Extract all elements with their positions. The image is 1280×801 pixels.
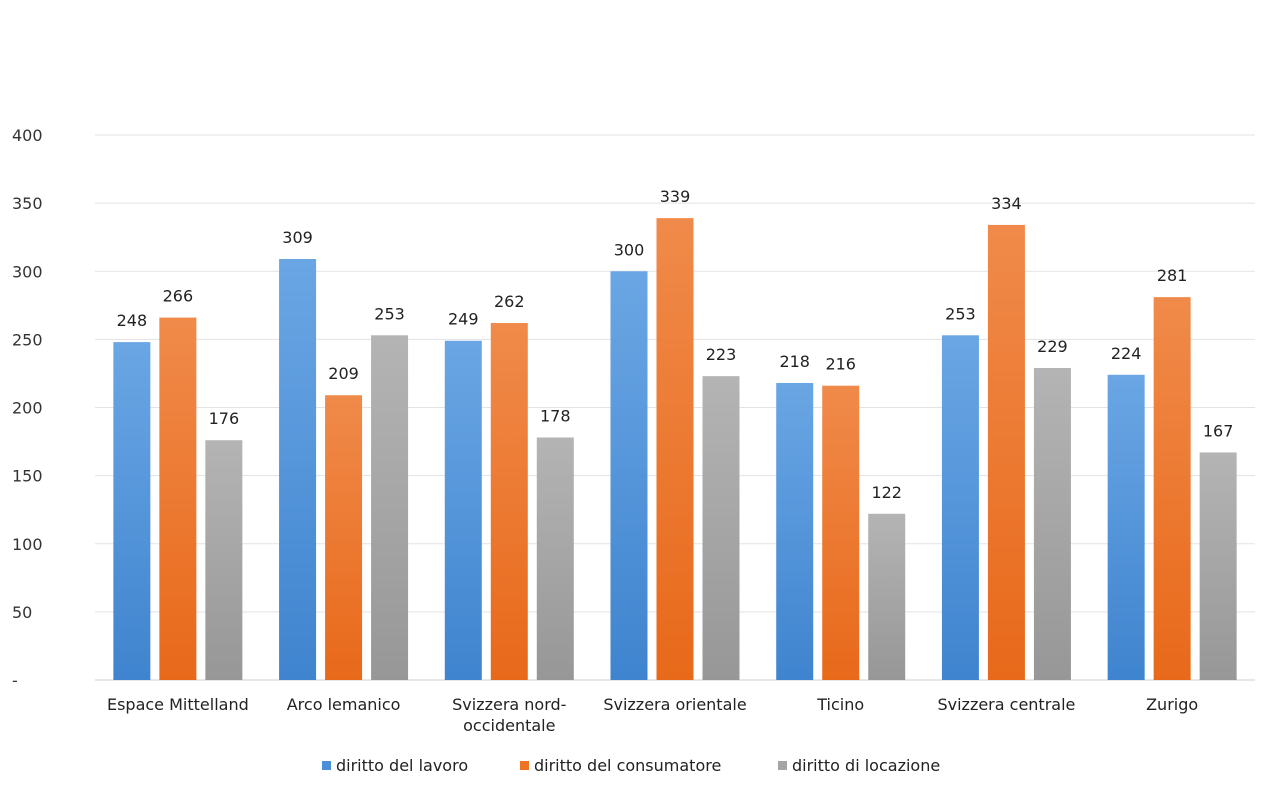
x-tick-label: Zurigo	[1146, 695, 1198, 714]
x-tick-label: Espace Mittelland	[107, 695, 249, 714]
bar	[1199, 452, 1237, 680]
x-tick-label: occidentale	[463, 716, 555, 735]
bar	[325, 395, 363, 680]
data-label: 248	[117, 311, 148, 330]
y-tick-label: 200	[12, 399, 43, 418]
bar	[702, 376, 740, 680]
bar	[113, 342, 151, 680]
y-tick-label: 50	[12, 603, 32, 622]
data-label: 178	[540, 406, 571, 425]
bar	[371, 335, 409, 680]
data-label: 334	[991, 194, 1022, 213]
x-tick-label: Svizzera orientale	[603, 695, 746, 714]
y-tick-label: 350	[12, 194, 43, 213]
data-label: 281	[1157, 266, 1188, 285]
y-tick-label: -	[12, 671, 18, 690]
y-axis: - 50 100 150 200 250 300 350 400	[12, 126, 43, 690]
data-labels: 248 266 176 309 209 253 249 262 178 300 339 223 218 2…	[117, 187, 1234, 502]
bar	[987, 224, 1025, 681]
data-label: 229	[1037, 337, 1068, 356]
bar	[279, 258, 317, 680]
bar	[490, 323, 528, 680]
legend-swatch	[322, 761, 331, 770]
data-label: 176	[209, 409, 240, 428]
data-label: 262	[494, 292, 525, 311]
legend-swatch	[778, 761, 787, 770]
legend-label: diritto del consumatore	[534, 756, 721, 775]
y-tick-label: 100	[12, 535, 43, 554]
bar	[868, 513, 906, 680]
legend: diritto del lavoro diritto del consumator…	[322, 756, 940, 775]
bar	[205, 440, 243, 680]
data-label: 223	[706, 345, 737, 364]
bar	[159, 317, 197, 680]
bar	[656, 218, 694, 681]
data-label: 339	[660, 187, 691, 206]
bar	[822, 385, 860, 680]
data-label: 167	[1203, 421, 1234, 440]
data-label: 266	[163, 287, 194, 306]
bar	[1107, 374, 1145, 680]
data-label: 300	[614, 240, 645, 259]
bar	[776, 382, 814, 680]
x-tick-label: Ticino	[816, 695, 864, 714]
legend-label: diritto del lavoro	[336, 756, 468, 775]
x-tick-label: Svizzera centrale	[937, 695, 1075, 714]
y-tick-label: 300	[12, 262, 43, 281]
data-label: 253	[374, 304, 405, 323]
bar	[1153, 297, 1191, 680]
data-label: 249	[448, 310, 479, 329]
legend-label: diritto di locazione	[792, 756, 940, 775]
data-label: 309	[282, 228, 313, 247]
x-tick-label: Svizzera nord-	[452, 695, 566, 714]
x-axis: Espace Mittelland Arco lemanico Svizzera n…	[107, 695, 1198, 735]
bar	[941, 335, 979, 680]
data-label: 253	[945, 304, 976, 323]
data-label: 224	[1111, 344, 1142, 363]
bar	[444, 340, 482, 680]
legend-swatch	[520, 761, 529, 770]
y-tick-label: 250	[12, 330, 43, 349]
y-tick-label: 400	[12, 126, 43, 145]
bar	[1033, 367, 1071, 680]
y-tick-label: 150	[12, 467, 43, 486]
data-label: 209	[328, 364, 359, 383]
bar	[536, 437, 574, 680]
data-label: 122	[871, 483, 902, 502]
x-tick-label: Arco lemanico	[287, 695, 401, 714]
bars	[113, 218, 1237, 681]
bar	[610, 271, 648, 680]
data-label: 218	[779, 352, 810, 371]
data-label: 216	[825, 355, 856, 374]
